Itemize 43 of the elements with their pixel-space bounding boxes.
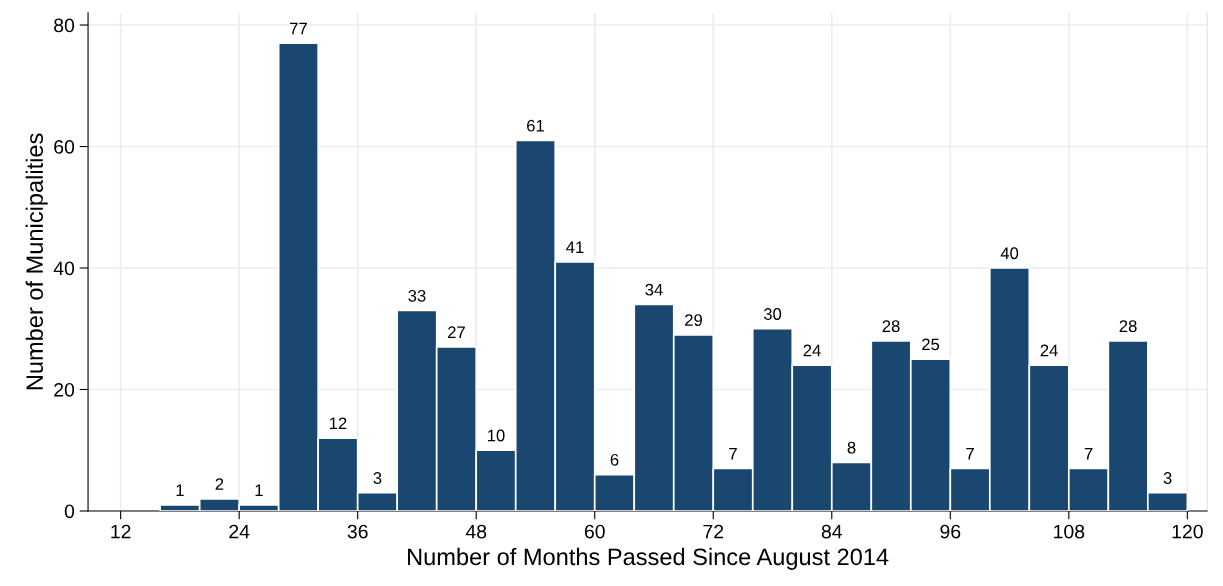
data-label: 40	[1000, 247, 1019, 260]
data-label: 27	[448, 326, 465, 338]
x-tick-label: 72	[703, 524, 724, 539]
x-tick-label: 120	[1172, 524, 1203, 539]
data-label: 30	[763, 308, 782, 320]
data-label: 33	[408, 289, 426, 302]
data-label: 28	[882, 320, 900, 333]
data-label: 34	[645, 283, 663, 296]
data-label: 29	[685, 314, 702, 326]
y-tick-label: 0	[64, 504, 75, 519]
x-tick-label: 60	[584, 524, 605, 539]
data-label: 3	[373, 472, 382, 484]
y-tick-label: 40	[53, 261, 75, 276]
x-tick-label: 108	[1054, 524, 1085, 539]
x-tick-label: 12	[111, 524, 131, 539]
data-label: 6	[610, 453, 619, 466]
x-tick-label: 36	[347, 524, 368, 539]
data-label: 24	[803, 344, 821, 357]
data-label: 24	[1040, 344, 1058, 357]
data-label: 1	[255, 484, 263, 496]
data-label: 28	[1119, 320, 1137, 333]
x-tick-label: 48	[465, 524, 487, 539]
data-label: 3	[1163, 472, 1172, 484]
data-label: 10	[487, 429, 505, 442]
x-tick-label: 24	[229, 524, 250, 539]
x-tick-label: 84	[821, 524, 843, 539]
y-tick-label: 60	[54, 140, 75, 154]
data-label: 61	[527, 119, 544, 132]
data-label: 2	[215, 478, 224, 490]
data-label: 41	[566, 241, 584, 253]
x-tick-label: 96	[940, 524, 961, 539]
data-label: 7	[729, 447, 737, 460]
data-label: 1	[176, 484, 184, 496]
data-label: 12	[329, 417, 347, 430]
y-tick-label: 20	[54, 382, 75, 397]
data-label: 7	[966, 447, 974, 460]
y-tick-label: 80	[54, 18, 75, 33]
x-axis-title: Number of Months Passed Since August 2014	[408, 547, 889, 570]
y-axis-title: Number of Municipalities	[25, 133, 48, 390]
data-label: 8	[847, 441, 856, 454]
data-label: 77	[290, 22, 307, 35]
data-label: 7	[1084, 447, 1093, 460]
data-label: 25	[922, 338, 940, 351]
